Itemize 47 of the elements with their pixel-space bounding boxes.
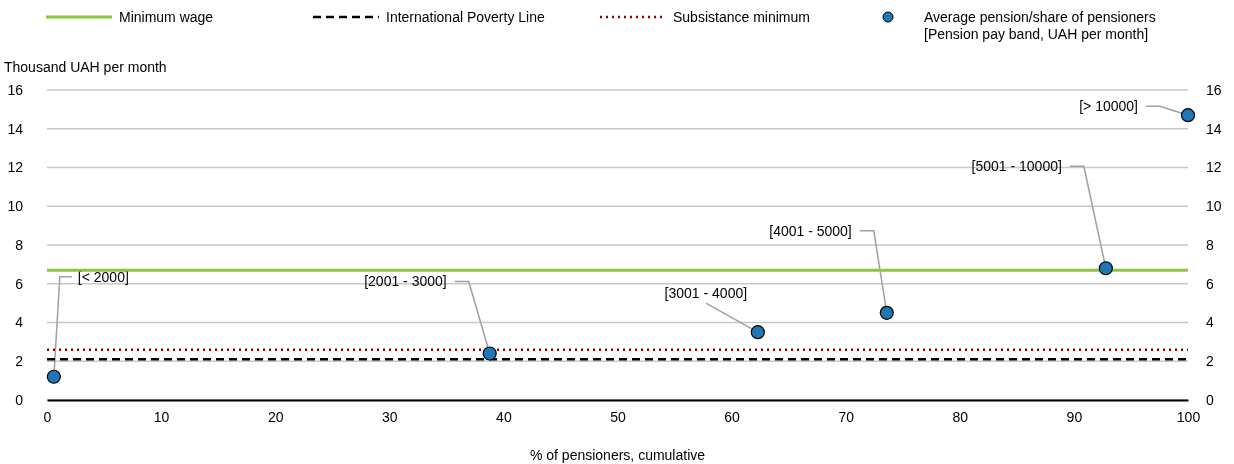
legend-label: Average pension/share of pensioners [Pension pay band, UAH per month] [924,8,1156,42]
annotation: [3001 - 4000] [664,285,748,302]
x-axis-title: % of pensioners, cumulative [529,447,706,463]
x-tick-label: 80 [952,408,969,425]
legend-label: International Poverty Line [386,8,545,25]
y-tick-label: 12 [7,159,24,176]
y-tick-label: 14 [7,120,24,137]
x-tick-label: 100 [1176,408,1201,425]
point [1098,261,1113,276]
y-tick-label: 4 [15,314,24,331]
legend-label: Subsistance minimum [673,8,810,25]
x-tick-label: 60 [724,408,741,425]
x-tick-label: 90 [1066,408,1083,425]
y-axis-title: Thousand UAH per month [4,59,167,75]
annotation: [2001 - 3000] [364,273,447,290]
x-tick-label: 0 [43,408,52,425]
y2-tick-label: 12 [1206,159,1222,176]
point [482,346,497,361]
point [879,305,894,320]
x-tick-label: 70 [838,408,855,425]
annotation: [> 10000] [1079,98,1138,115]
y-tick-label: 6 [15,275,24,292]
y-tick-label: 0 [15,391,24,408]
y2-tick-label: 2 [1206,353,1214,370]
x-tick-label: 20 [267,408,284,425]
point [1180,108,1196,123]
legend-label: Minimum wage [119,8,214,25]
point [750,325,765,340]
x-tick-label: 10 [153,408,170,425]
y-tick-label: 16 [7,81,24,98]
y2-tick-label: 8 [1206,236,1214,253]
y2-tick-label: 10 [1206,198,1222,215]
annotation: [4001 - 5000] [769,222,852,239]
y2-tick-label: 4 [1206,314,1214,331]
y2-tick-label: 14 [1206,120,1222,137]
annotation: [< 2000] [77,268,129,285]
annotation: [5001 - 10000] [971,158,1062,175]
y2-tick-label: 16 [1206,81,1222,98]
y-tick-label: 2 [15,353,24,370]
y2-tick-label: 0 [1206,391,1214,408]
y-tick-label: 8 [15,236,24,253]
x-tick-label: 30 [382,408,398,425]
x-tick-label: 50 [610,408,626,425]
point [46,369,61,384]
y-tick-label: 10 [7,198,24,215]
x-tick-label: 40 [496,408,512,425]
y2-tick-label: 6 [1206,275,1214,292]
